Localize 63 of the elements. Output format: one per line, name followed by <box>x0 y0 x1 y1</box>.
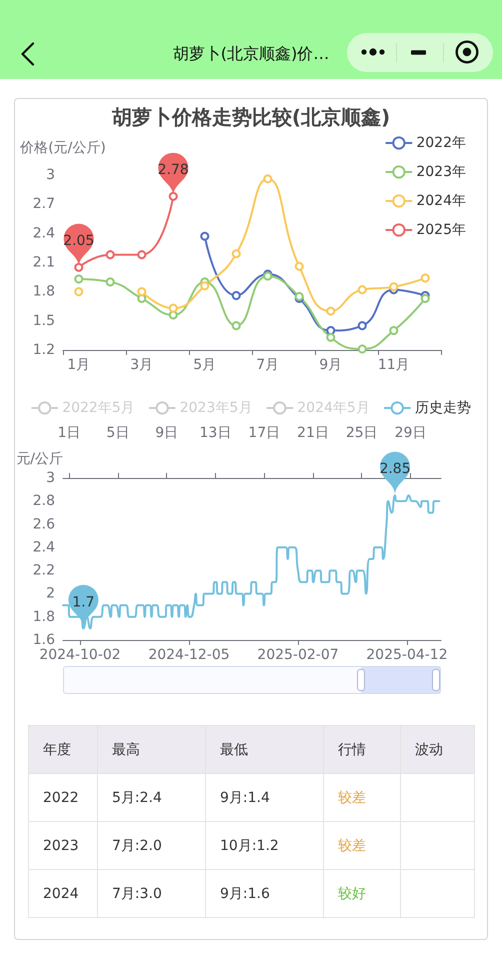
y-tick-label: 2 <box>46 586 55 602</box>
x-tick-label: 1月 <box>67 357 90 373</box>
legend-label: 2023年 <box>416 164 466 180</box>
y-tick-label: 2.8 <box>32 493 55 510</box>
y-tick-label: 2.7 <box>32 196 55 212</box>
x2-tick-label: 21日 <box>297 425 329 441</box>
text: 9月:1.4 <box>220 790 270 806</box>
category-label: 最高 <box>98 726 206 774</box>
x2-tick-label: 17日 <box>248 425 280 441</box>
y-tick-label: 1.8 <box>32 284 55 300</box>
text: 胡萝卜(北京顺鑫)价… <box>172 43 330 65</box>
text: 较差 <box>338 838 366 854</box>
x2-tick-label: 5日 <box>106 425 130 441</box>
category-label: 年度 <box>28 726 98 774</box>
text: 2022 <box>43 790 79 806</box>
legend-label: 2022年 <box>416 135 466 151</box>
x-tick-label: 2025-04-12 <box>366 647 448 663</box>
y-tick-label: 2.6 <box>32 516 56 532</box>
text: 7月:2.0 <box>112 838 162 854</box>
text: 较好 <box>338 886 366 902</box>
x-tick-label: 2024-10-02 <box>39 647 121 663</box>
x2-tick-label: 9日 <box>155 425 178 441</box>
legend-label: 2024年 <box>416 193 466 209</box>
text: 10月:1.2 <box>220 838 279 854</box>
y-tick-label: 2.4 <box>32 539 56 556</box>
y-axis-title: 元/公斤 <box>16 451 63 467</box>
data-label: 2.05 <box>63 233 94 250</box>
y-tick-label: 1.6 <box>32 632 56 648</box>
text: 2024 <box>43 886 79 902</box>
text: 7月:3.0 <box>112 886 162 902</box>
data-label: 2.85 <box>379 461 411 478</box>
chart-title: 胡萝卜价格走势比较(北京顺鑫) <box>110 105 390 129</box>
x2-tick-label: 25日 <box>346 425 378 441</box>
y-tick-label: 3 <box>46 167 55 183</box>
y-tick-label: 2.4 <box>32 225 56 242</box>
text: 9月:1.6 <box>220 886 270 902</box>
data-label: 1.7 <box>72 594 95 610</box>
x-tick-label: 3月 <box>130 357 154 373</box>
data-label: 2.78 <box>158 162 189 178</box>
y-tick-label: 1.2 <box>32 342 55 358</box>
y-axis-title: 价格(元/公斤) <box>19 140 106 156</box>
text: 较差 <box>338 790 366 806</box>
text: 5月:2.4 <box>112 790 162 806</box>
y-tick-label: 2.1 <box>32 254 55 270</box>
x-tick-label: 2025-02-07 <box>257 647 339 663</box>
x2-tick-label: 29日 <box>394 425 426 441</box>
y-tick-label: 3 <box>46 470 55 486</box>
category-label: 行情 <box>324 726 400 774</box>
text: 2023 <box>43 838 79 854</box>
y-tick-label: 1.8 <box>32 608 55 625</box>
x-tick-label: 11月 <box>378 357 410 373</box>
legend-label: 2025年 <box>416 222 466 238</box>
x-tick-label: 2024-12-05 <box>148 647 230 663</box>
category-label: 波动 <box>400 726 474 774</box>
x2-tick-label: 1日 <box>58 425 81 441</box>
x-tick-label: 9月 <box>319 357 342 373</box>
x-tick-label: 5月 <box>193 357 216 373</box>
legend-label: 历史走势 <box>414 400 471 416</box>
y-tick-label: 2.2 <box>32 562 55 579</box>
category-label: 最低 <box>206 726 324 774</box>
x-tick-label: 7月 <box>256 357 280 373</box>
x2-tick-label: 13日 <box>200 425 232 441</box>
y-tick-label: 1.5 <box>32 312 55 329</box>
